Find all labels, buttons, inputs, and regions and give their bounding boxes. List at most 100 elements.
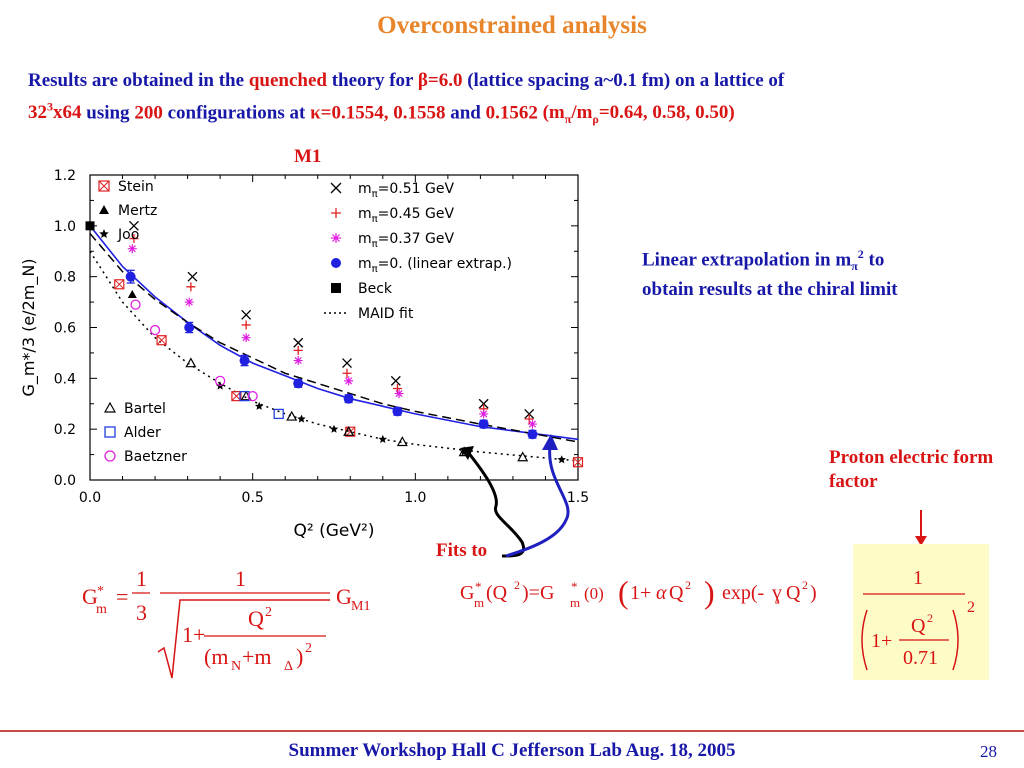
form-factor-box: 1 1+ Q 2 0.71 2 (853, 544, 989, 680)
ff-paren-left (861, 609, 868, 671)
data-point (239, 355, 250, 366)
data-point (286, 410, 298, 421)
f1-den-close: ) (296, 644, 303, 669)
data-point (156, 335, 167, 346)
y-tick-label: 0.0 (54, 473, 76, 489)
data-point (247, 390, 258, 402)
lattice-a: 32 (28, 102, 47, 124)
ff-sup: 2 (967, 599, 975, 616)
data-point (342, 358, 352, 369)
legend-label: Beck (358, 281, 393, 297)
chart-svg: 0.0 0.5 1.0 1.5 0.0 0.2 0.4 0.6 0.8 1.0 1.2 Q² (GeV… (19, 168, 589, 541)
kappa-text: κ=0.1554, 0.1558 (310, 102, 446, 124)
data-point (185, 357, 197, 368)
configs-text: 200 (134, 102, 163, 124)
data-point (127, 289, 137, 299)
f2-g0: (0) (584, 584, 604, 603)
ff-num: 1 (913, 567, 923, 589)
legend-label: Joo (117, 227, 139, 243)
legend-marker (99, 229, 109, 238)
x-tick-label: 1.0 (404, 490, 426, 506)
page-number: 28 (980, 742, 997, 761)
intro-part: (lattice spacing a~0.1 fm) on a lattice … (462, 70, 785, 91)
data-point (129, 234, 139, 244)
legend-label: Stein (118, 179, 154, 195)
data-point (149, 324, 161, 336)
f1-den-delta: Δ (284, 659, 293, 674)
data-point (392, 406, 403, 417)
form-factor-formula: 1 1+ Q 2 0.71 2 (861, 567, 975, 671)
data-point (344, 376, 354, 386)
data-point (527, 429, 538, 440)
f2-q-sup: 2 (685, 578, 691, 592)
lattice-text: 323x64 (28, 100, 82, 124)
data-point (293, 378, 304, 389)
legend-marker (331, 258, 341, 268)
y-tick-label: 0.2 (54, 422, 76, 438)
data-point (114, 279, 125, 290)
f1-rhs-sub: M1 (351, 599, 370, 614)
ff-oneplus: 1+ (871, 630, 892, 652)
f1-q-sup: 2 (265, 605, 272, 620)
proton-ff-label: Proton electric form factor (829, 447, 994, 492)
blue-arrow-curve (505, 445, 570, 558)
intro-part: using (81, 102, 135, 124)
data-point (342, 368, 352, 378)
data-point (557, 455, 566, 464)
beta-text: β=6.0 (417, 70, 463, 91)
legend-marker (104, 426, 116, 438)
formula-gm: G m * = 1 3 1 1+ Q 2 (m N +m Δ ) 2 G M1 (82, 566, 370, 679)
intro-part: (m (537, 102, 565, 124)
ff-paren-right (952, 609, 959, 671)
data-point (478, 419, 489, 430)
data-point (254, 401, 264, 410)
data-point (524, 408, 535, 419)
data-point (297, 414, 306, 423)
data-point (184, 322, 195, 333)
y-tick-label: 1.0 (54, 219, 76, 235)
data-point (293, 337, 304, 348)
legend-label: Bartel (124, 401, 166, 417)
f2-exp-close: ) (810, 582, 817, 604)
data-point (184, 297, 194, 307)
kappa3-text: 0.1562 (485, 102, 538, 124)
f1-den-n: N (231, 659, 241, 674)
f1-rhs-g: G (336, 584, 352, 609)
data-point (273, 408, 284, 420)
f2-lhs-sup: * (475, 579, 482, 594)
data-point (186, 282, 196, 292)
y-axis-label: G_m*/3 (e/2m_N) (19, 258, 39, 396)
f1-den-plus: +m (242, 644, 272, 669)
intro-part: Results are obtained in the (28, 70, 249, 91)
chart-container: 0.0 0.5 1.0 1.5 0.0 0.2 0.4 0.6 0.8 1.0 1.2 Q² (GeV… (0, 160, 600, 541)
curve-solid (89, 225, 579, 441)
data-point (478, 398, 489, 409)
x-tick-label: 0.0 (79, 490, 101, 506)
lattice-b: x64 (53, 102, 82, 124)
legend-label: MAID fit (358, 306, 414, 322)
curve-dashed (89, 233, 579, 443)
f1-big-num: 1 (235, 566, 246, 591)
f2-g0-sub: m (570, 595, 580, 610)
down-arrow-icon (915, 510, 927, 546)
intro-part: =0.64, 0.58, 0.50) (598, 102, 735, 124)
data-point (517, 451, 529, 462)
ff-den: 0.71 (903, 647, 938, 669)
y-tick-label: 0.4 (54, 371, 76, 387)
legend-label: Alder (124, 425, 161, 441)
x-tick-label: 0.5 (242, 490, 264, 506)
f1-den-open: (m (204, 644, 228, 669)
intro-part: /m (571, 102, 593, 124)
ff-q-sup: 2 (927, 611, 933, 625)
data-point (394, 389, 404, 399)
f1-oneplus: 1+ (182, 622, 205, 647)
fit-arrows (460, 434, 570, 558)
legend-marker (331, 208, 341, 218)
f2-arg-sup: 2 (514, 578, 520, 592)
formula-param: G m * (Q 2 )=G m * (0) ( 1+ α Q 2 ) exp(… (460, 574, 817, 610)
data-point (85, 221, 95, 231)
data-point (479, 409, 489, 419)
black-arrow-curve (466, 451, 525, 558)
f1-frac-den: 3 (136, 600, 147, 625)
data-point (378, 434, 388, 443)
